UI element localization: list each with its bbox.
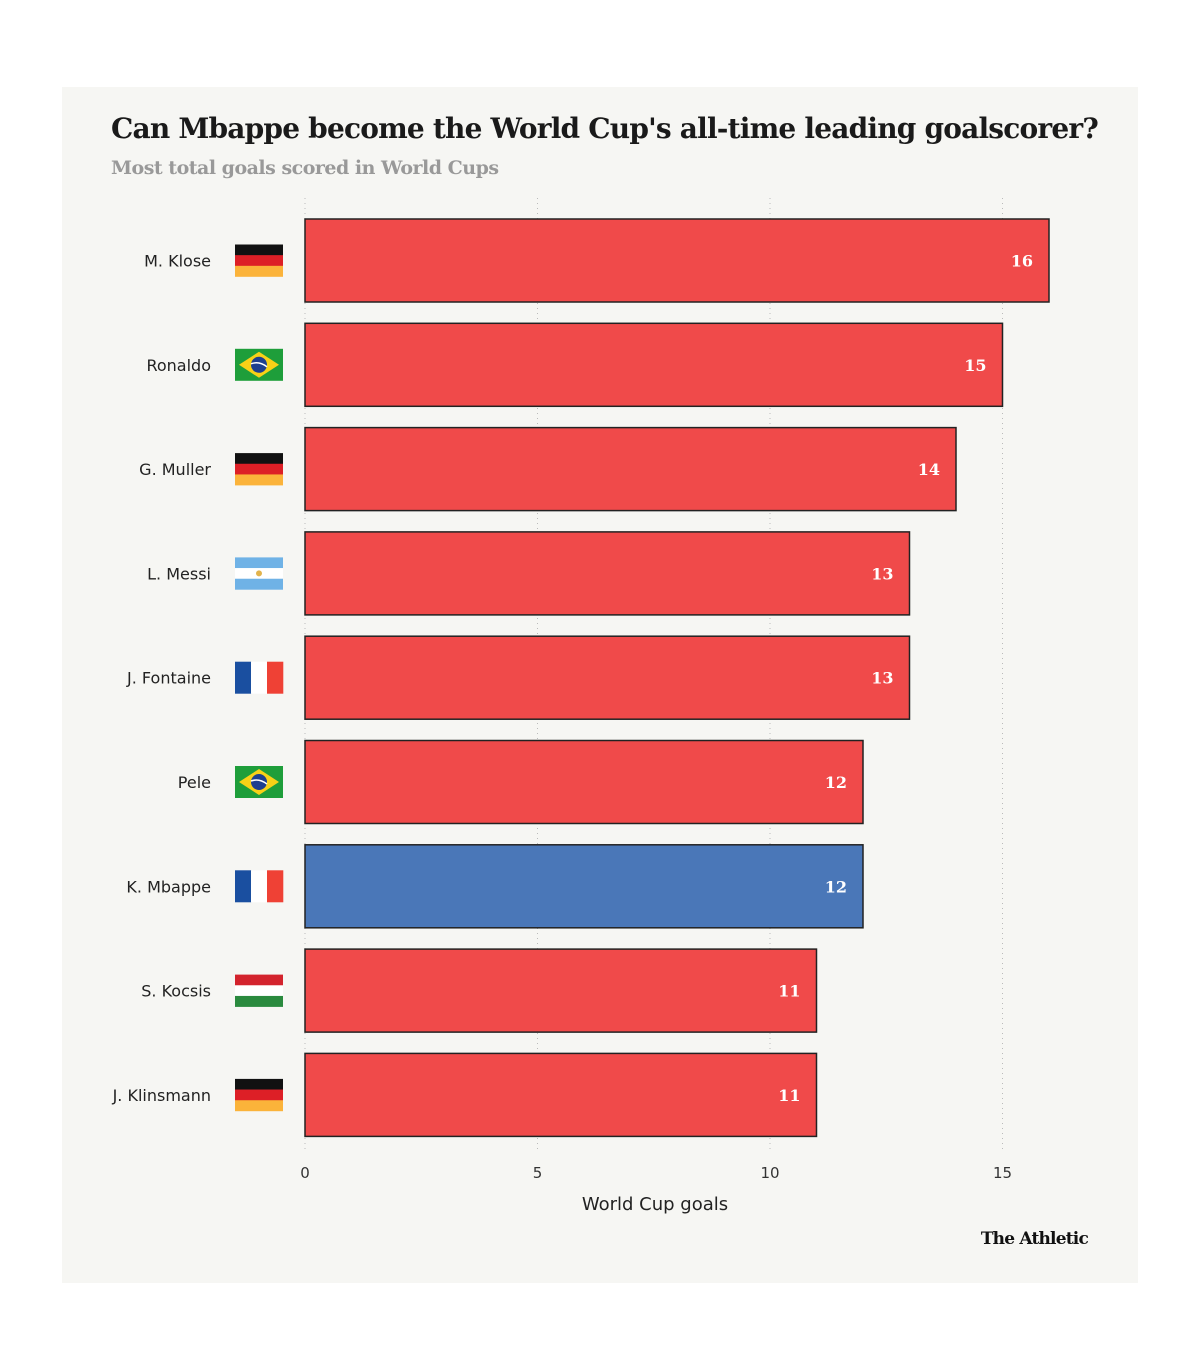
category-label: M. Klose	[144, 252, 211, 271]
flag-stripe	[235, 974, 283, 986]
bar	[304, 218, 1050, 303]
flag-stripe	[235, 255, 283, 267]
flag-stripe	[235, 463, 283, 475]
category-label: J. Klinsmann	[112, 1086, 211, 1105]
bar	[304, 844, 864, 929]
bar	[304, 531, 911, 616]
flag-stripe	[235, 985, 283, 997]
data-label: 13	[871, 564, 893, 583]
flag-stripe	[235, 453, 283, 465]
source-logo: The Athletic	[980, 1229, 1089, 1249]
flag-stripe	[251, 661, 268, 694]
category-label: S. Kocsis	[141, 982, 211, 1001]
x-tick-label: 15	[993, 1164, 1012, 1182]
category-label: K. Mbappe	[126, 877, 211, 896]
flag-stripe	[235, 557, 283, 569]
x-tick-label: 5	[533, 1164, 543, 1182]
flag-sun	[256, 570, 262, 577]
data-label: 15	[964, 356, 986, 375]
x-tick-label: 0	[300, 1164, 310, 1182]
bar-row: L. Messi 13	[147, 531, 911, 616]
flag-stripe	[235, 1100, 283, 1112]
flag-stripe	[267, 870, 284, 903]
flag-stripe	[235, 265, 283, 277]
category-label: G. Muller	[139, 460, 211, 479]
data-label: 12	[825, 773, 847, 792]
chart-subtitle: Most total goals scored in World Cups	[111, 157, 499, 179]
bar-row: J. Fontaine 13	[126, 635, 911, 720]
flag-stripe	[235, 1078, 283, 1090]
bar-row: M. Klose 16	[144, 218, 1050, 303]
bar-row: Pele 12	[178, 739, 864, 825]
flag-stripe	[235, 870, 252, 903]
data-label: 14	[918, 460, 940, 479]
bar-row: Ronaldo 15	[146, 322, 1004, 408]
bar	[304, 739, 864, 825]
bar	[304, 635, 911, 720]
category-label: Pele	[178, 773, 211, 792]
bar-row: K. Mbappe 12	[126, 844, 864, 929]
bar	[304, 948, 818, 1033]
data-label: 11	[778, 1086, 800, 1105]
bar	[304, 322, 1004, 408]
flag-globe	[251, 774, 267, 790]
category-label: L. Messi	[147, 564, 211, 583]
data-label: 12	[825, 877, 847, 896]
flag-stripe	[235, 474, 283, 486]
bar	[304, 1052, 818, 1138]
category-label: J. Fontaine	[126, 669, 211, 688]
flag-stripe	[235, 244, 283, 256]
flag-stripe	[235, 1089, 283, 1101]
category-label: Ronaldo	[146, 356, 211, 375]
flag-stripe	[235, 578, 283, 590]
flag-band	[250, 362, 268, 368]
flag-stripe	[235, 661, 252, 694]
bar-row: G. Muller 14	[139, 426, 957, 512]
data-label: 16	[1011, 252, 1033, 271]
bar-row: J. Klinsmann 11	[112, 1052, 818, 1138]
data-label: 13	[871, 669, 893, 688]
chart-title: Can Mbappe become the World Cup's all-ti…	[111, 112, 1099, 145]
bar-row: S. Kocsis 11	[141, 948, 818, 1033]
flag-stripe	[235, 995, 283, 1007]
x-tick-label: 10	[760, 1164, 779, 1182]
bar	[304, 426, 957, 512]
data-label: 11	[778, 982, 800, 1001]
flag-band	[250, 779, 268, 785]
flag-stripe	[267, 661, 284, 694]
flag-globe	[251, 356, 267, 373]
flag-stripe	[251, 870, 268, 903]
x-axis-label: World Cup goals	[581, 1194, 729, 1215]
